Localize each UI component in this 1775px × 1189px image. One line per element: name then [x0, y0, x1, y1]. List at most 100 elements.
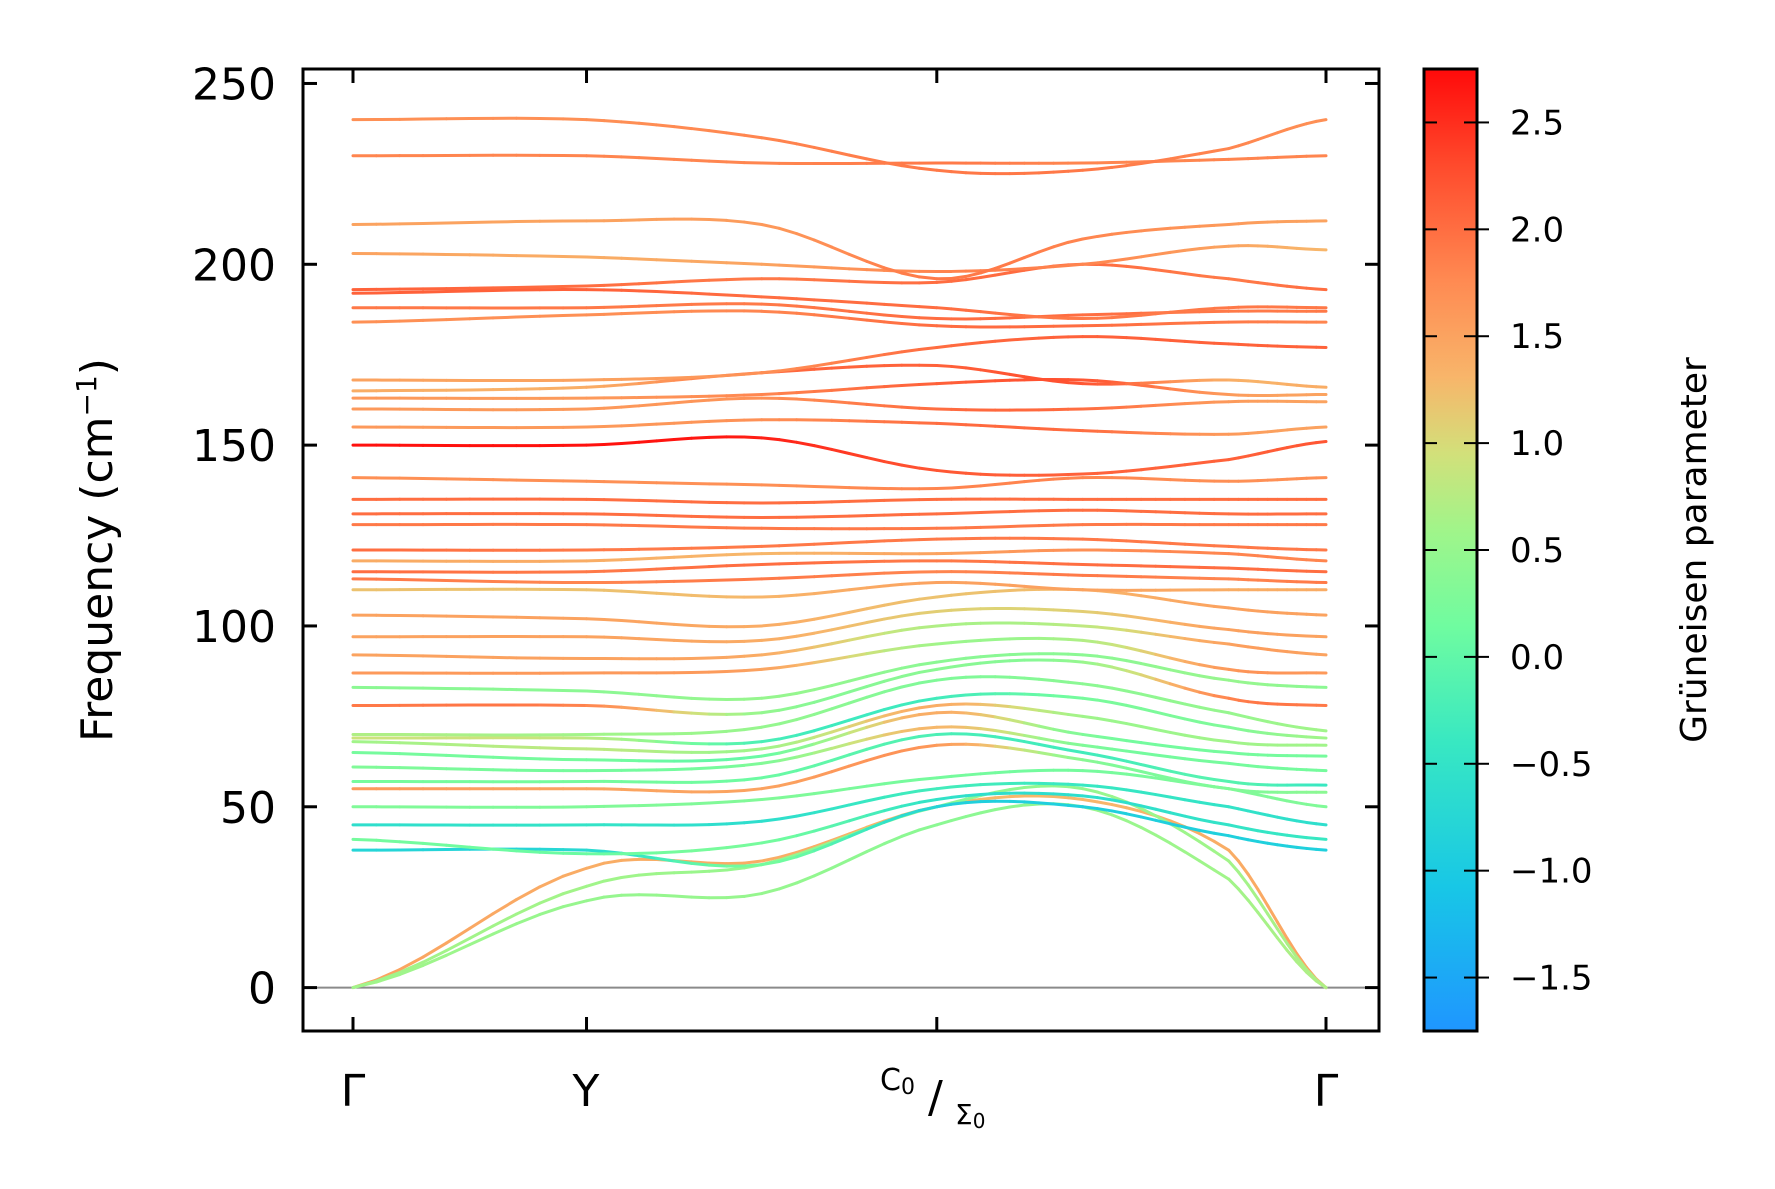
band-segment	[1256, 554, 1270, 559]
band-segment	[620, 381, 641, 387]
band-segment	[1236, 781, 1250, 786]
band-segment	[585, 588, 606, 592]
band-segment	[847, 364, 869, 369]
band-segment	[1066, 695, 1085, 700]
band-segment	[351, 980, 378, 990]
band-segment	[1110, 763, 1129, 770]
band-segment	[949, 656, 968, 662]
band-segment	[1022, 426, 1041, 431]
band-segment	[847, 695, 869, 705]
band-segment	[1256, 840, 1270, 845]
band-segment	[1008, 267, 1026, 271]
band-segment	[1246, 729, 1260, 734]
band-segment	[690, 869, 711, 874]
band-segment	[830, 573, 851, 578]
band-segment	[1095, 716, 1114, 723]
band-segment	[1198, 690, 1216, 698]
band-segment	[1125, 772, 1143, 778]
band-segment	[1198, 720, 1216, 727]
band-band-6	[351, 781, 1328, 827]
band-segment	[865, 617, 886, 625]
band-segment	[725, 741, 746, 746]
band-segment	[1139, 673, 1158, 681]
band-segment	[900, 303, 921, 309]
band-segment	[830, 399, 851, 405]
band-segment	[1212, 849, 1231, 863]
band-segment	[1227, 642, 1240, 647]
band-segment	[917, 787, 939, 793]
band-segment	[949, 592, 968, 597]
band-segment	[655, 290, 676, 294]
band-segment	[830, 365, 851, 370]
band-segment	[917, 678, 939, 685]
band-segment	[795, 542, 816, 547]
band-segment	[672, 849, 694, 854]
band-segment	[1285, 650, 1299, 655]
band-segment	[620, 282, 641, 287]
band-segment	[637, 556, 659, 561]
band-segment	[1168, 755, 1187, 761]
band-segment	[1183, 622, 1202, 628]
band-segment	[444, 654, 472, 659]
band-segment	[812, 789, 834, 796]
band-band-34	[351, 363, 1328, 393]
band-segment	[949, 815, 968, 823]
band-segment	[742, 562, 764, 567]
band-segment	[1285, 844, 1299, 849]
band-segment	[812, 278, 834, 282]
band-segment	[1198, 832, 1216, 843]
band-segment	[672, 859, 694, 865]
band-segment	[1052, 240, 1070, 249]
band-segment	[1198, 551, 1216, 555]
band-segment	[585, 879, 606, 888]
band-segment	[655, 157, 676, 161]
band-segment	[1008, 337, 1026, 342]
band-segment	[1066, 168, 1085, 173]
band-lines	[351, 116, 1328, 990]
band-segment	[538, 874, 565, 889]
band-segment	[1305, 735, 1318, 739]
band-segment	[917, 704, 939, 710]
band-segment	[935, 344, 953, 349]
band-segment	[1266, 610, 1279, 615]
band-segment	[585, 312, 606, 317]
band-segment	[865, 539, 886, 544]
band-segment	[725, 843, 746, 850]
band-segment	[882, 804, 904, 813]
band-band-28	[351, 497, 1328, 505]
band-segment	[882, 571, 904, 575]
band-segment	[882, 792, 904, 799]
band-segment	[830, 624, 851, 632]
band-segment	[935, 324, 953, 328]
band-segment	[830, 485, 851, 490]
band-segment	[1236, 378, 1250, 383]
band-segment	[1095, 538, 1114, 542]
band-segment	[1008, 705, 1026, 710]
band-segment	[620, 705, 641, 711]
band-segment	[1305, 384, 1318, 389]
band-segment	[1212, 831, 1231, 838]
band-segment	[900, 538, 921, 542]
band-segment	[900, 670, 921, 679]
band-segment	[949, 278, 968, 283]
band-segment	[1236, 221, 1250, 226]
band-segment	[964, 732, 983, 737]
band-segment	[1168, 745, 1187, 750]
band-segment	[672, 436, 694, 441]
band-segment	[830, 753, 851, 762]
band-segment	[1275, 611, 1289, 615]
band-segment	[1037, 693, 1056, 698]
band-segment	[777, 561, 799, 566]
band-segment	[1125, 404, 1143, 409]
band-segment	[795, 440, 816, 448]
band-segment	[1008, 769, 1026, 774]
band-segment	[812, 758, 834, 768]
band-segment	[491, 922, 518, 936]
band-segment	[1052, 795, 1070, 800]
band-segment	[637, 872, 659, 877]
band-segment	[882, 675, 904, 683]
band-segment	[1227, 244, 1240, 248]
band-segment	[812, 838, 834, 849]
band-segment	[1168, 478, 1187, 482]
band-segment	[865, 679, 886, 689]
